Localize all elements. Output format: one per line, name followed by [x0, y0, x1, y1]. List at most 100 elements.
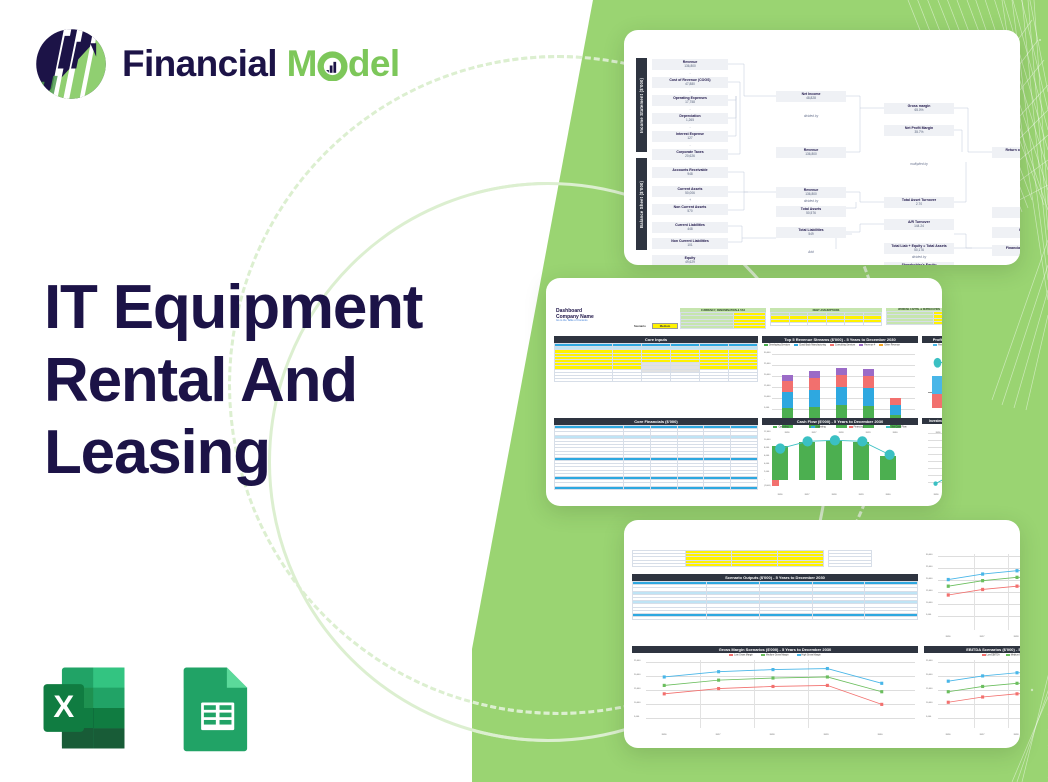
microsoft-excel-icon[interactable]: X [38, 662, 130, 754]
dupont-node: Gross margin 65.0% [884, 102, 954, 114]
dupont-node: Return on Total Assets (ROA)0.97 [992, 146, 1020, 158]
dupont-node: Net Income 48,828 [776, 90, 846, 102]
legend-revenue-streams: Developing Services Cloud Back Manufactu… [762, 343, 918, 348]
scenario-outputs-table [631, 580, 918, 621]
bar-2029 [863, 369, 874, 428]
bar-operating-2029 [853, 442, 869, 480]
legend-item: Low EBITDA [981, 654, 1000, 657]
dupont-operator-divided-by: divided by [911, 255, 927, 259]
bar-2027 [809, 371, 820, 428]
panel-core-inputs: Core Inputs [554, 336, 758, 414]
dupont-node: A/R Turnover 144.24 [884, 218, 954, 230]
scenario-overview-lines [946, 569, 1020, 597]
dupont-node: Revenue 136,800 [776, 146, 846, 158]
title-line-2: Rental And [44, 345, 358, 415]
dupont-node: Shareholder's Equity800 [884, 261, 954, 265]
dupont-node: Non Current Liabilities 101 [652, 237, 728, 249]
bar-revenue-2026 [932, 376, 942, 402]
svg-text:X: X [53, 689, 74, 724]
dupont-node: Net Profit Margin 35.7% [884, 124, 954, 136]
dashboard-body: Dashboard Company Name Go to the Table o… [553, 308, 942, 496]
panel-working-capital-depreciation: WORKING CAPITAL & DEPRECIATION [886, 308, 942, 325]
cumulative-cash-line [933, 479, 942, 486]
net-cash-flow-line [775, 435, 895, 460]
dupont-operator-minus: - [689, 71, 691, 75]
panel-gross-margin-scenarios: Gross Margin Scenarios ($'000) - 5 Years… [632, 646, 918, 738]
legend-ebitda: Low EBITDA Medium EBITDA High EBITDA [924, 653, 1020, 658]
scenario-analysis-card[interactable]: Scenario Outputs ($'000) - 5 Years to De… [624, 520, 1020, 748]
dupont-operator-minus: - [689, 125, 691, 129]
legend-item: Revenue 4 [859, 344, 875, 347]
legend-item: Other Revenue [879, 344, 900, 347]
chart-payback: 50,000 45,000 40,000 35,000 30,000 25,00… [924, 430, 942, 496]
chart-title-revenue-streams: Top 5 Revenue Streams ($'000) - 5 Years … [762, 336, 918, 343]
legend-item: Consulting Services [829, 344, 855, 347]
chart-title-cash-flow: Cash Flow ($'000) - 5 Years to December … [762, 418, 918, 425]
dupont-node: Accounts Receivable 948 [652, 166, 728, 178]
title-line-3: Leasing [44, 418, 271, 488]
file-format-icons: X [38, 662, 260, 754]
financial-model-circle-logo-icon [36, 29, 106, 99]
ebitda-lines [946, 671, 1020, 704]
bar-operating-2030 [880, 456, 896, 480]
currency-table [680, 312, 767, 330]
legend-item: Medium EBITDA [1005, 654, 1020, 657]
chart-profitability: 2026 2027 2028 2029 2030 [924, 348, 942, 434]
panel-header: CURRENCY, DENOMINATION & TAX [680, 308, 766, 313]
brand-word-model-pre: M [286, 43, 318, 84]
dupont-operator-add: Add [808, 250, 814, 254]
chart-ebitda-scenarios: 25,000 20,000 15,000 10,000 5,000 [926, 658, 1020, 736]
scenario-inputs-table [631, 549, 824, 567]
scenario-body: Scenario Outputs ($'000) - 5 Years to De… [631, 549, 1020, 736]
dashboard-toc-link[interactable]: Go to the Table of Contents [556, 319, 588, 322]
panel-ebitda-scenarios: EBITDA Scenarios ($'000) - 5 Years to De… [924, 646, 1020, 738]
dupont-node: Total Liabilities 549 [776, 226, 846, 238]
dashboard-header-title: Dashboard Company Name [556, 308, 594, 320]
scenario-select[interactable]: Medium [652, 323, 678, 329]
legend-item: Revenue [933, 344, 942, 347]
dupont-analysis-card[interactable]: Income Statement ($'000) Balance Sheet (… [624, 30, 1020, 265]
legend-item: Developing Services [764, 344, 790, 347]
google-sheets-icon[interactable] [168, 662, 260, 754]
chart-title-profitability: Profitability ($'000) - 5 Years to Decem… [922, 336, 942, 343]
dupont-operator-multiplied-by: multiplied by [910, 162, 928, 166]
dupont-node: Interest Expense 127 [652, 130, 728, 142]
chart-revenue-streams: 30,000 25,000 20,000 15,000 10,000 5,000… [764, 350, 916, 434]
brand-o-chart-glyph [317, 43, 348, 85]
panel-core-financials: Core Financials ($'000) [553, 418, 758, 498]
scenario-active-column [828, 549, 872, 567]
panel-debt-assumptions: DEBT ASSUMPTIONS [770, 308, 882, 326]
core-financials-table [553, 424, 758, 490]
legend-profitability: Revenue EBITDA EBITDA % [922, 343, 942, 348]
panel-scenario-outputs: Scenario Outputs ($'000) - 5 Years to De… [631, 574, 918, 640]
brand-word-financial: Financial [122, 43, 278, 84]
bar-ebitda-2026 [932, 394, 942, 408]
panel-profitability: Profitability ($'000) - 5 Years to Decem… [922, 336, 942, 436]
chart-title-payback: Investment Payback Chart ($'000) - 5 Yea… [922, 418, 942, 425]
legend-item: Cloud Back Manufacturing [793, 344, 826, 347]
legend-item: Operating [773, 426, 789, 429]
dupont-operator-divided-by: divided by [803, 114, 819, 118]
legend-item: High Gross Margin [796, 654, 821, 657]
financial-dashboard-card[interactable]: Dashboard Company Name Go to the Table o… [546, 278, 942, 506]
legend-item: Medium Gross Margin [760, 654, 789, 657]
chart-title-ebitda: EBITDA Scenarios ($'000) - 5 Years to De… [924, 646, 1020, 653]
dupont-node: Total Asset Turnover 2.70 [884, 196, 954, 208]
dupont-node: Corporate Taxes 20,626 [652, 148, 728, 160]
dupont-node: Revenue 136,800 [776, 186, 846, 198]
bar-financing-2026 [772, 480, 779, 486]
dupont-tree: Income Statement ($'000) Balance Sheet (… [636, 52, 1020, 265]
title-line-1: IT Equipment [44, 273, 423, 342]
bar-operating-2028 [826, 441, 842, 480]
gross-margin-lines [662, 666, 884, 706]
brand-word-model-post: del [347, 43, 400, 84]
panel-cash-flow: Cash Flow ($'000) - 5 Years to December … [762, 418, 918, 498]
scenario-active-table [828, 549, 872, 567]
dupont-node: Current Ratio58.98 [992, 226, 1020, 238]
chart-gross-margin-scenarios: 25,000 20,000 15,000 10,000 5,000 [634, 658, 916, 736]
ebitda-percent-line [933, 357, 942, 368]
